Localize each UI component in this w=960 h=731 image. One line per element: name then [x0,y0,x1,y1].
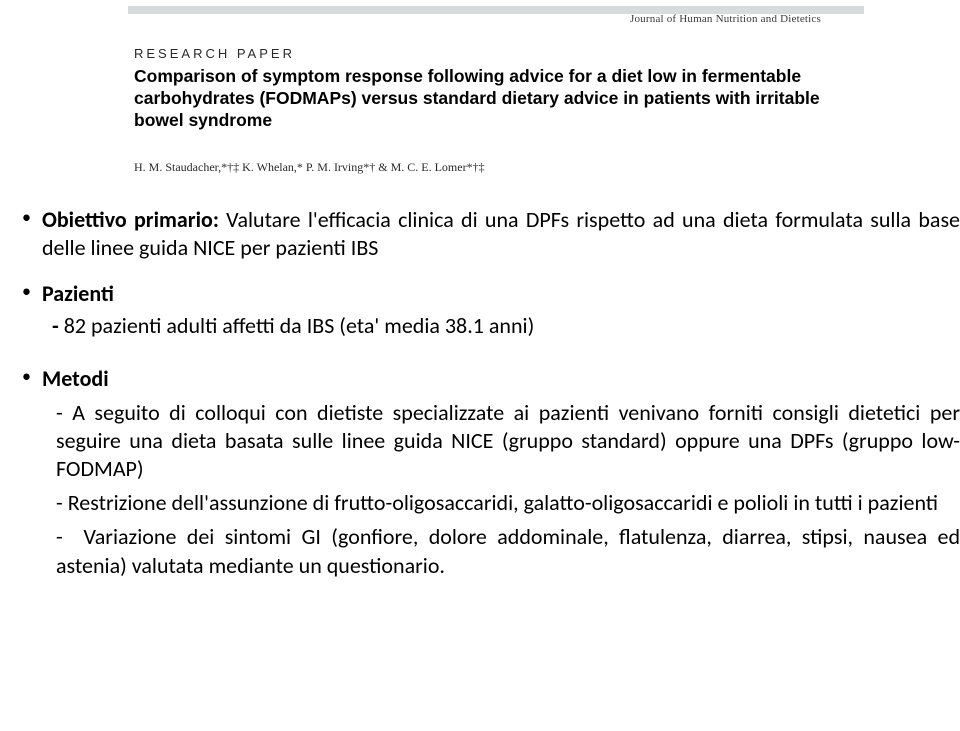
bullet-objective: Obiettivo primario: Valutare l'efficacia… [0,206,960,262]
methods-label: Metodi [42,365,109,392]
objective-label: Obiettivo primario: [42,206,219,233]
methods-sub1: A seguito di colloqui con dietiste speci… [42,399,960,483]
methods-sub2: Restrizione dell'assunzione di frutto-ol… [42,489,960,517]
article-title: Comparison of symptom response following… [134,66,834,132]
bullet-methods: Metodi A seguito di colloqui con dietist… [0,365,960,580]
methods-sub1-text: A seguito di colloqui con dietiste speci… [56,399,960,482]
body-content: Obiettivo primario: Valutare l'efficacia… [0,206,960,598]
slide: Journal of Human Nutrition and Dietetics… [0,0,960,731]
methods-sub3: Variazione dei sintomi GI (gonfiore, dol… [42,523,960,579]
methods-sub3-text: Variazione dei sintomi GI (gonfiore, dol… [56,523,960,578]
patients-sub: 82 pazienti adulti affetti da IBS (eta' … [42,312,960,340]
journal-name: Journal of Human Nutrition and Dietetics [630,13,821,25]
patients-sub-text: 82 pazienti adulti affetti da IBS (eta' … [64,312,535,339]
patients-label: Pazienti [42,280,114,307]
methods-sub2-text: Restrizione dell'assunzione di frutto-ol… [68,489,938,516]
bullet-patients: Pazienti 82 pazienti adulti affetti da I… [0,280,960,340]
section-label: RESEARCH PAPER [134,46,295,61]
authors-line: H. M. Staudacher,*†‡ K. Whelan,* P. M. I… [134,160,854,175]
